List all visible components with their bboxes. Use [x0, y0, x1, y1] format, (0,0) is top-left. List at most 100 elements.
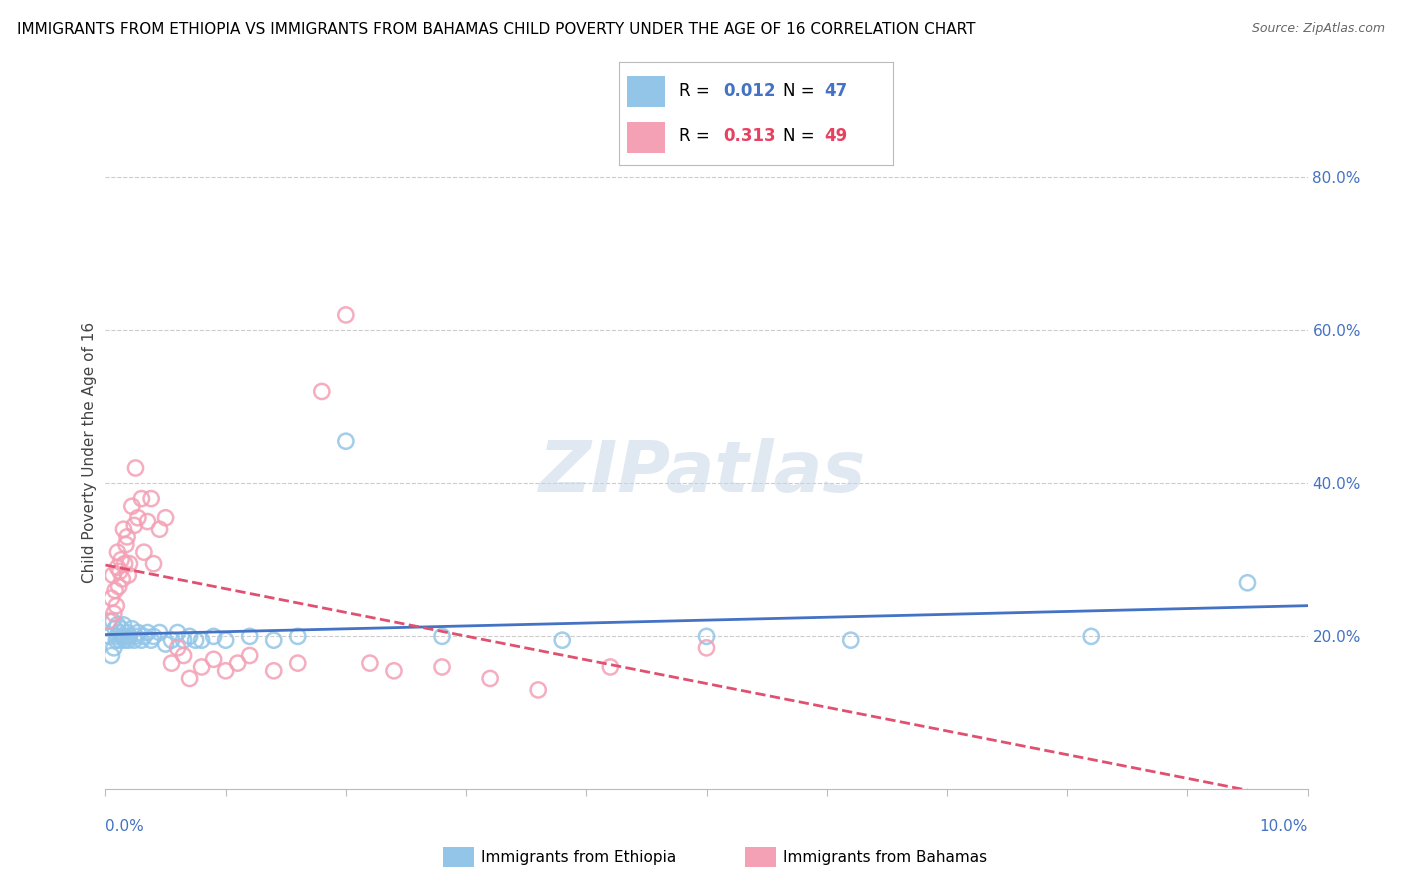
Point [118, 629, 141, 643]
Y-axis label: Child Poverty Under the Age of 16: Child Poverty Under the Age of 16 [82, 322, 97, 583]
Point [190, 660, 212, 674]
Point [142, 557, 165, 571]
Point [202, 652, 225, 666]
Point [105, 633, 128, 648]
Point [148, 625, 170, 640]
Point [114, 557, 136, 571]
Point [131, 491, 153, 506]
Point [148, 522, 170, 536]
Point [121, 622, 143, 636]
Point [155, 637, 177, 651]
Point [105, 599, 128, 613]
Point [160, 633, 183, 648]
Point [112, 522, 135, 536]
FancyBboxPatch shape [627, 76, 665, 106]
Point [1080, 629, 1102, 643]
Point [160, 656, 183, 670]
Point [121, 500, 143, 514]
Point [179, 672, 201, 686]
Point [101, 614, 124, 628]
Point [287, 656, 309, 670]
Point [111, 629, 134, 643]
Point [263, 633, 285, 648]
Point [118, 557, 141, 571]
Point [239, 629, 262, 643]
Text: ZIPatlas: ZIPatlas [540, 438, 866, 508]
Point [179, 629, 201, 643]
Point [124, 633, 146, 648]
Point [139, 633, 162, 648]
Point [114, 633, 136, 648]
Point [139, 491, 162, 506]
Point [430, 629, 453, 643]
Text: 10.0%: 10.0% [1260, 819, 1308, 834]
Point [104, 622, 127, 636]
Point [551, 633, 574, 648]
Point [202, 629, 225, 643]
Point [103, 607, 125, 621]
Point [287, 629, 309, 643]
Point [107, 625, 129, 640]
Point [112, 618, 135, 632]
Point [98, 629, 121, 643]
Point [214, 633, 236, 648]
Text: Source: ZipAtlas.com: Source: ZipAtlas.com [1251, 22, 1385, 36]
Point [136, 515, 159, 529]
Point [111, 572, 134, 586]
Text: 0.012: 0.012 [723, 82, 775, 100]
Text: 0.0%: 0.0% [105, 819, 145, 834]
Point [108, 633, 131, 648]
Point [107, 560, 129, 574]
Text: 0.313: 0.313 [723, 127, 776, 145]
Point [117, 568, 139, 582]
Point [599, 660, 621, 674]
Point [103, 640, 125, 655]
Point [335, 308, 357, 322]
Point [117, 633, 139, 648]
Point [173, 648, 195, 663]
Point [107, 545, 129, 559]
Point [430, 660, 453, 674]
Point [115, 629, 138, 643]
Point [115, 537, 138, 551]
Point [136, 625, 159, 640]
Point [127, 625, 149, 640]
Point [101, 568, 124, 582]
Point [108, 564, 131, 578]
Point [98, 614, 121, 628]
Text: 49: 49 [824, 127, 848, 145]
Point [479, 672, 502, 686]
Point [839, 633, 862, 648]
Text: N =: N = [783, 82, 820, 100]
Point [124, 461, 146, 475]
Point [696, 629, 718, 643]
Point [311, 384, 333, 399]
Point [359, 656, 381, 670]
Point [1236, 575, 1258, 590]
Point [155, 510, 177, 524]
FancyBboxPatch shape [627, 122, 665, 153]
Text: N =: N = [783, 127, 820, 145]
Point [214, 664, 236, 678]
Point [124, 518, 146, 533]
Point [115, 625, 138, 640]
Text: IMMIGRANTS FROM ETHIOPIA VS IMMIGRANTS FROM BAHAMAS CHILD POVERTY UNDER THE AGE : IMMIGRANTS FROM ETHIOPIA VS IMMIGRANTS F… [17, 22, 976, 37]
Point [110, 622, 132, 636]
Point [382, 664, 405, 678]
Point [124, 629, 146, 643]
Point [696, 640, 718, 655]
Point [107, 629, 129, 643]
Text: Immigrants from Bahamas: Immigrants from Bahamas [783, 850, 987, 864]
Text: Immigrants from Ethiopia: Immigrants from Ethiopia [481, 850, 676, 864]
Point [104, 583, 127, 598]
Point [100, 591, 122, 606]
Text: R =: R = [679, 127, 716, 145]
Point [110, 553, 132, 567]
Point [239, 648, 262, 663]
Point [166, 640, 188, 655]
Point [190, 633, 212, 648]
Point [173, 633, 195, 648]
Point [115, 530, 138, 544]
Text: R =: R = [679, 82, 716, 100]
Point [107, 580, 129, 594]
